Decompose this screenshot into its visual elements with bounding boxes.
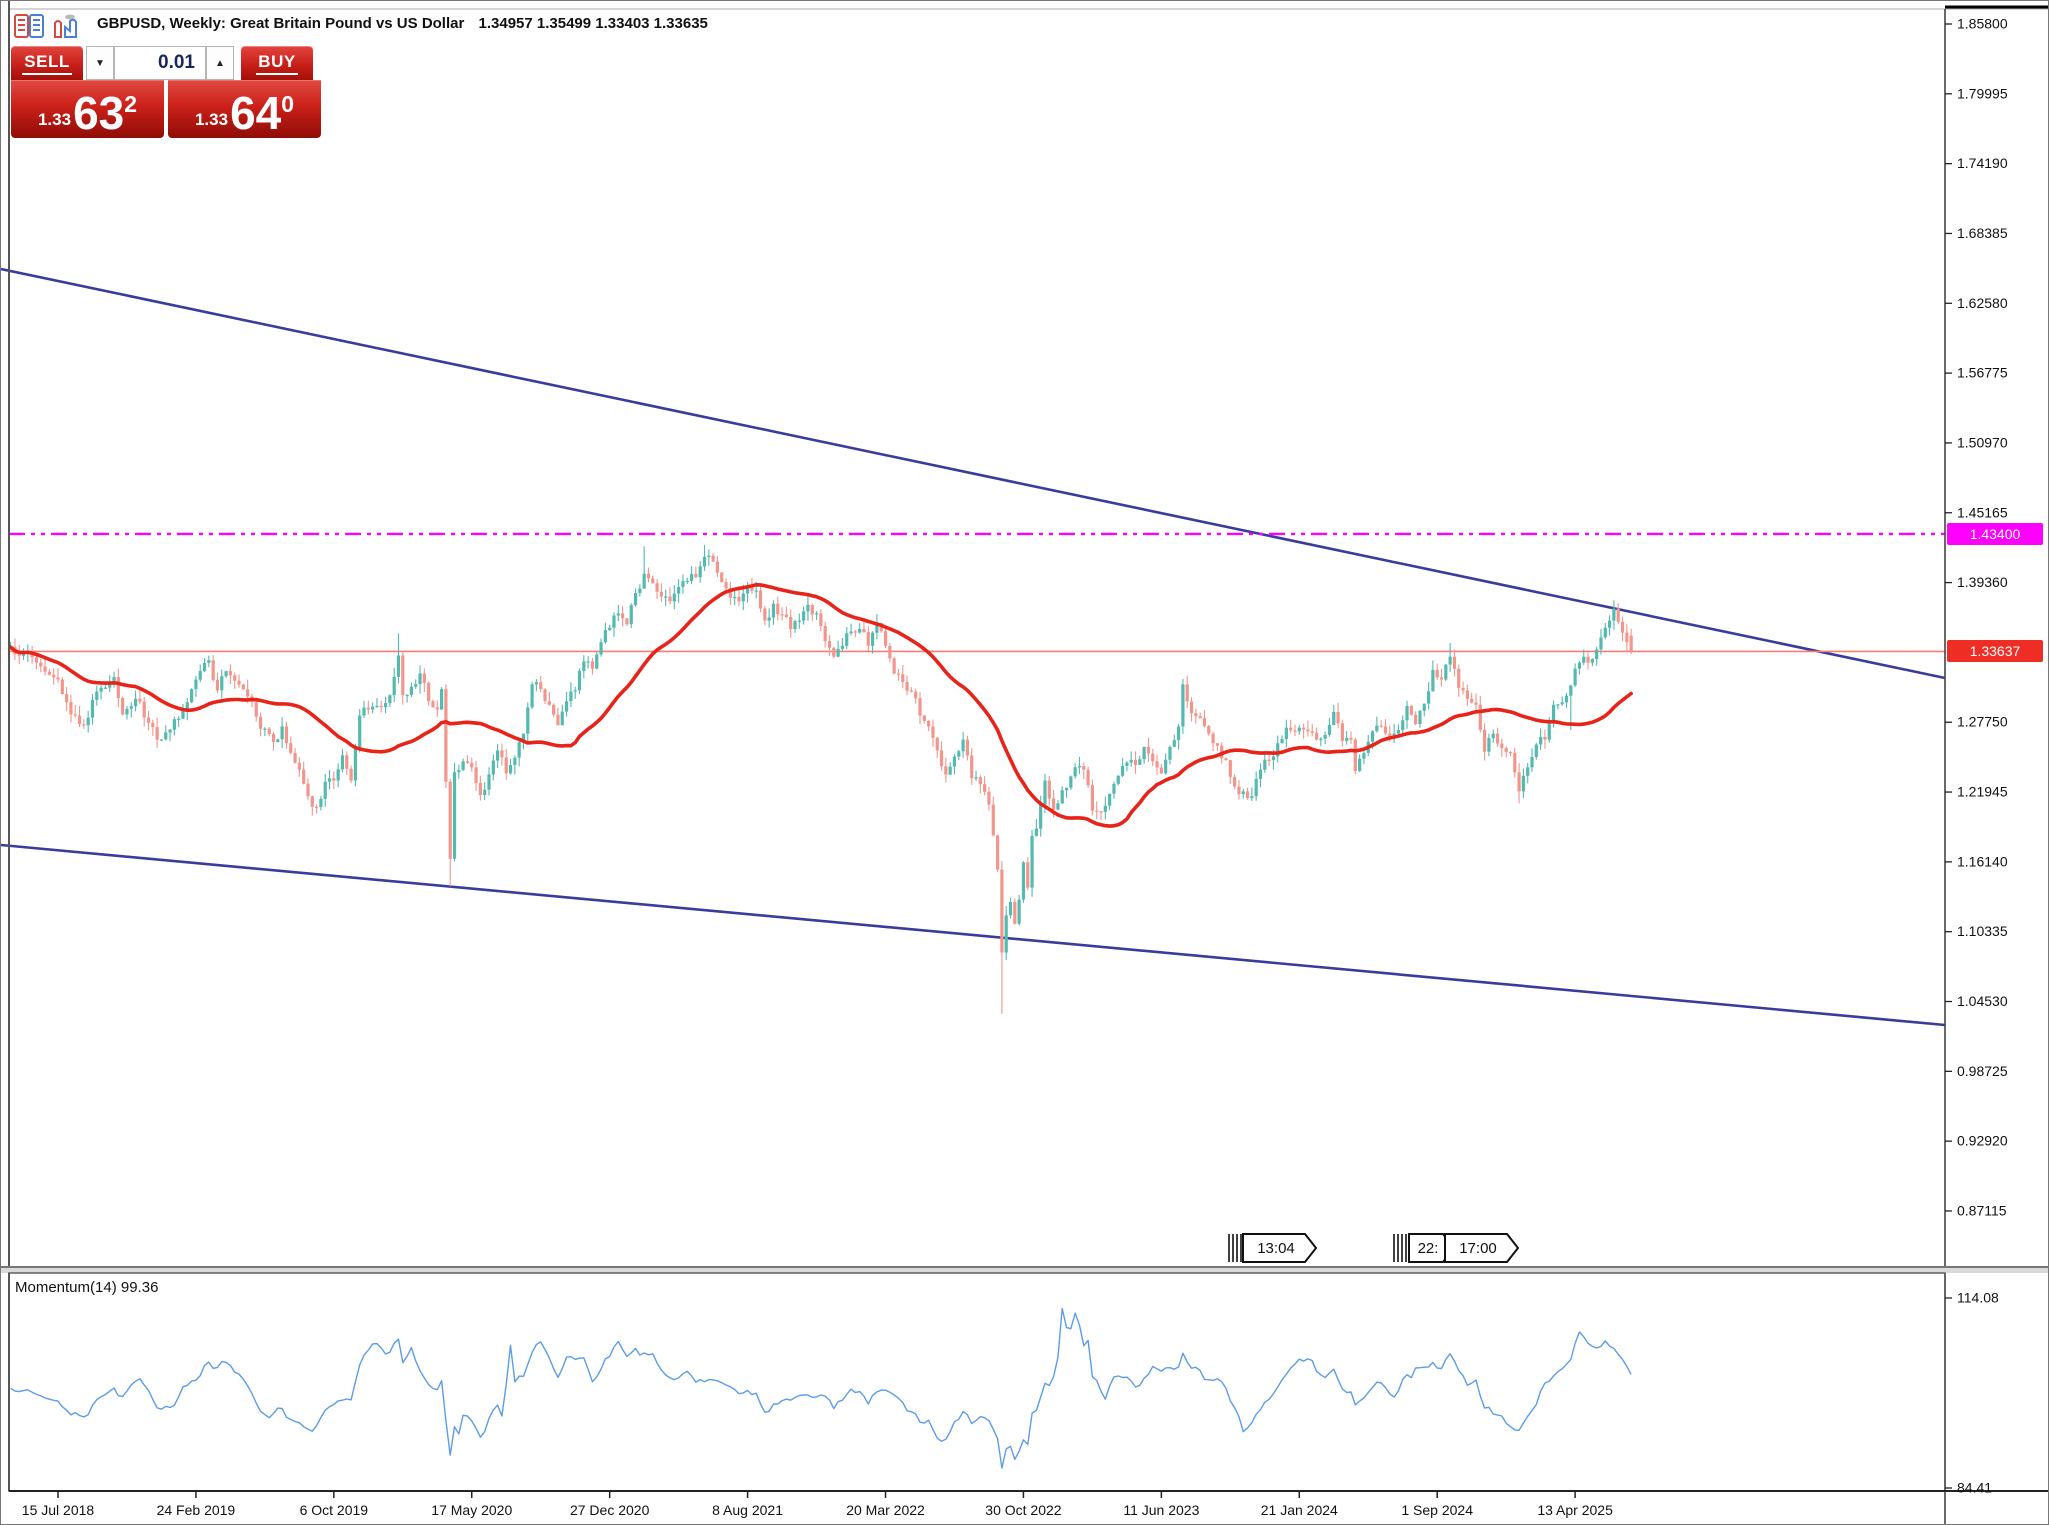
resistance-price-value: 1.43400: [1969, 525, 2021, 542]
trendline-lower-channel[interactable]: [1, 843, 1946, 1027]
price-axis-label: 1.50970: [1957, 434, 2008, 450]
buy-price-figure: 1.33: [194, 110, 229, 129]
buy-price-panel[interactable]: 1.33 64 0: [168, 80, 321, 138]
price-axis-label: 1.79995: [1957, 85, 2008, 101]
price-axis-label: 0.92920: [1957, 1133, 2008, 1149]
price-axis-label: 1.74190: [1957, 155, 2008, 171]
momentum-indicator-label: Momentum(14) 99.36: [15, 1279, 158, 1296]
date-axis-label[interactable]: 17 May 2020: [431, 1502, 512, 1518]
momentum-name: Momentum(14): [15, 1279, 117, 1296]
trendline-upper-channel[interactable]: [1, 267, 1946, 680]
time-flag-label: 13:04: [1257, 1240, 1295, 1257]
date-axis-label[interactable]: 11 Jun 2023: [1123, 1502, 1199, 1518]
price-axis-label: 1.62580: [1957, 295, 2008, 311]
buy-button-label: BUY: [256, 52, 298, 75]
time-flag-label: 22:: [1418, 1240, 1439, 1257]
price-axis-label: 0.87115: [1957, 1202, 2007, 1218]
chevron-up-icon: ▲: [215, 57, 225, 69]
sell-button-label: SELL: [22, 52, 72, 75]
ma-layer[interactable]: [8, 582, 1633, 828]
price-axis-label: 1.68385: [1957, 225, 2008, 241]
price-axis-label: 1.45165: [1957, 504, 2008, 520]
time-flag[interactable]: 17:00: [1444, 1233, 1520, 1263]
momentum-axis-label: 84.41: [1957, 1480, 1992, 1496]
price-axis-label: 1.56775: [1957, 365, 2008, 381]
buy-price-pips: 64: [230, 87, 282, 139]
sell-price-pips: 63: [73, 87, 125, 139]
chevron-down-icon: ▼: [95, 57, 105, 69]
sell-price-figure: 1.33: [37, 110, 72, 129]
date-axis-label[interactable]: 13 Apr 2025: [1537, 1502, 1613, 1518]
momentum-line: [10, 1307, 1632, 1469]
buy-button[interactable]: BUY: [241, 46, 313, 80]
date-axis-label[interactable]: 21 Jan 2024: [1261, 1502, 1338, 1518]
time-flag[interactable]: 13:04: [1228, 1233, 1318, 1263]
momentum-current-value: 99.36: [120, 1279, 159, 1296]
chart-title-description: Great Britain Pound vs US Dollar: [230, 15, 465, 32]
price-axis-label: 1.04530: [1957, 993, 2008, 1009]
volume-value: 0.01: [158, 52, 195, 73]
resistance-price-badge: 1.43400: [1947, 522, 2043, 545]
sell-price-point: 2: [124, 91, 138, 117]
time-flags-layer[interactable]: 13:04 22: 17:00: [1228, 1233, 1520, 1263]
candles-layer: [8, 545, 1633, 1014]
volume-input[interactable]: 0.01: [114, 46, 206, 80]
date-axis-label[interactable]: 20 Mar 2022: [846, 1502, 925, 1518]
price-axis-label: 1.10335: [1957, 923, 2008, 939]
volume-increase-button[interactable]: ▲: [206, 46, 234, 80]
buy-price-point: 0: [281, 91, 295, 117]
time-flag-label: 17:00: [1459, 1240, 1497, 1257]
date-axis-label[interactable]: 8 Aug 2021: [712, 1502, 783, 1518]
price-axis-label: 1.16140: [1957, 853, 2008, 869]
date-axis-label[interactable]: 1 Sep 2024: [1401, 1502, 1473, 1518]
sell-button[interactable]: SELL: [11, 46, 83, 80]
price-axis-label: 0.98725: [1957, 1063, 2008, 1079]
date-axis-label[interactable]: 6 Oct 2019: [300, 1502, 369, 1518]
date-axis-label[interactable]: 24 Feb 2019: [157, 1502, 236, 1518]
price-axis-label: 1.27750: [1957, 714, 2008, 730]
current-price-badge: 1.33637: [1947, 640, 2043, 663]
current-price-value: 1.33637: [1969, 643, 2021, 660]
price-axis-label: 1.85800: [1957, 16, 2008, 32]
chart-title-symbol: GBPUSD, Weekly:: [97, 15, 226, 32]
volume-decrease-button[interactable]: ▼: [86, 46, 114, 80]
price-axis-label: 1.39360: [1957, 574, 2008, 590]
momentum-layer: [10, 1307, 1632, 1469]
ma-line[interactable]: [8, 582, 1633, 828]
levels-layer[interactable]: [9, 532, 1945, 653]
history-chart-icon[interactable]: [53, 13, 83, 39]
price-axis-label: 1.21945: [1957, 784, 2008, 800]
momentum-axis-label: 114.08: [1957, 1290, 1999, 1306]
sell-price-panel[interactable]: 1.33 63 2: [11, 80, 164, 138]
trendlines-layer[interactable]: [1, 267, 1946, 1027]
journal-icon[interactable]: [14, 13, 44, 39]
date-axis-label[interactable]: 15 Jul 2018: [22, 1502, 95, 1518]
date-axis-label[interactable]: 27 Dec 2020: [570, 1502, 650, 1518]
chart-title-ohlc: 1.34957 1.35499 1.33403 1.33635: [478, 15, 708, 32]
date-axis-label[interactable]: 30 Oct 2022: [985, 1502, 1061, 1518]
chart-title: GBPUSD, Weekly: Great Britain Pound vs U…: [97, 15, 708, 32]
